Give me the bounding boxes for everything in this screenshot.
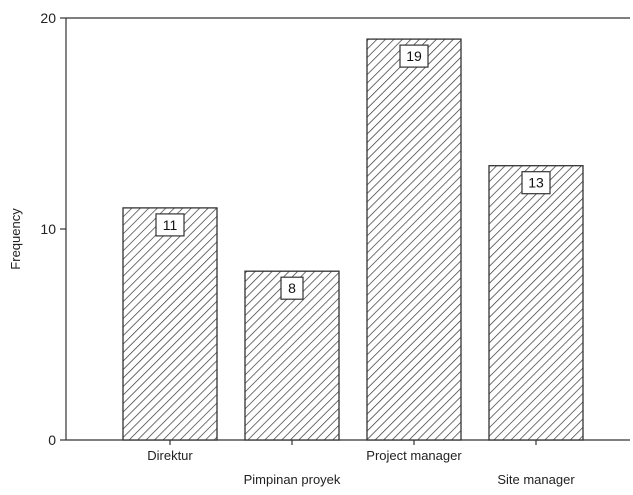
x-tick-label: Direktur [147,448,193,463]
x-tick-label: Project manager [366,448,462,463]
data-label: 11 [163,217,178,233]
data-label-box [280,276,304,300]
y-axis-label: Frequency [8,208,23,270]
data-label: 8 [288,280,296,296]
y-tick-label: 20 [40,10,56,26]
y-tick-label: 0 [48,432,56,448]
x-tick-label: Pimpinan proyek [244,472,341,487]
labels: Frequency 11 Direktur 8 Pimpinan proyek 19 Pro… [8,44,575,487]
x-tick-label: Site manager [497,472,575,487]
data-label-box [521,171,551,195]
bars [122,38,584,441]
data-label-box [155,213,185,237]
bar [488,165,584,441]
data-label: 19 [406,48,422,64]
bar [122,207,218,441]
y-tick-label: 10 [40,221,56,237]
bar [366,38,462,441]
data-label-box [399,44,429,68]
data-label: 13 [528,175,544,191]
